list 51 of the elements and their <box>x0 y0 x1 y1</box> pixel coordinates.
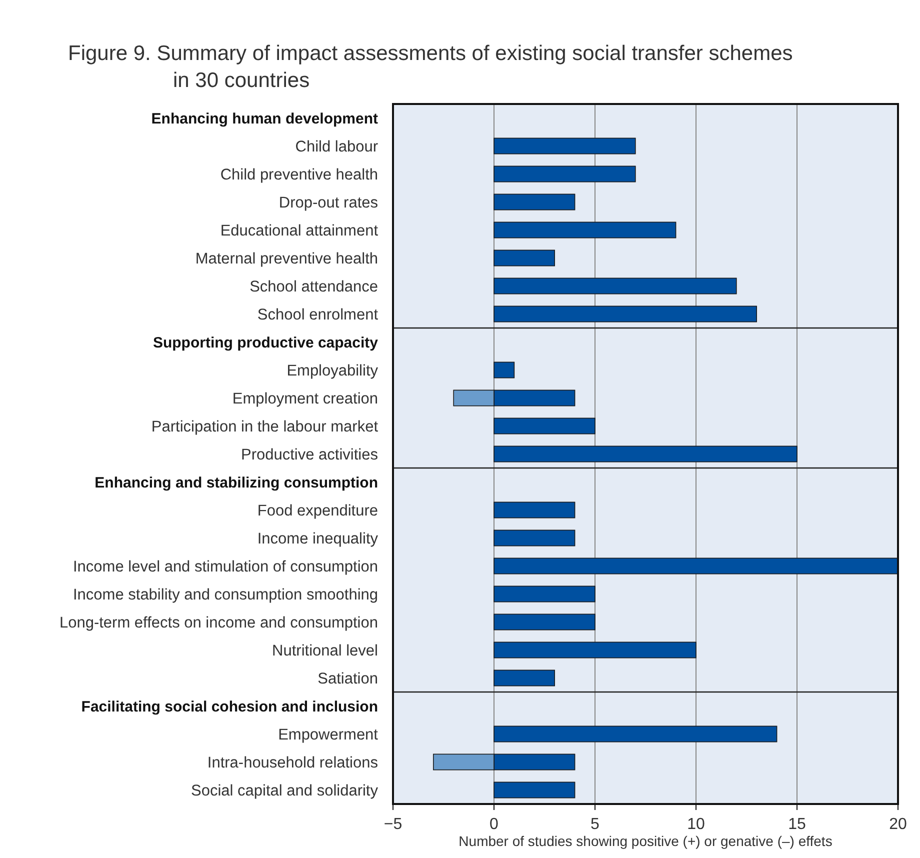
y-tick-label: School attendance <box>250 278 378 296</box>
bar <box>494 726 778 742</box>
bar <box>494 782 576 798</box>
bar <box>494 166 636 182</box>
bar <box>494 222 676 238</box>
bar <box>494 278 737 294</box>
y-tick-label: School enrolment <box>257 306 379 324</box>
y-tick-label: Enhancing and stabilizing consumption <box>94 474 378 492</box>
bar <box>494 642 696 658</box>
y-tick-label: Long-term effects on income and consumption <box>59 614 378 632</box>
bar <box>494 530 576 546</box>
y-tick-label: Enhancing human development <box>151 110 378 128</box>
y-tick-label: Intra-household relations <box>207 754 378 772</box>
y-tick-label: Employment creation <box>232 390 378 408</box>
bar <box>494 502 576 518</box>
x-tick-label: −5 <box>384 816 402 833</box>
x-axis-title: Number of studies showing positive (+) or genative (–) effets <box>458 833 832 849</box>
y-tick-label: Participation in the labour market <box>151 418 379 436</box>
bar <box>494 418 596 434</box>
y-tick-label: Income level and stimulation of consumption <box>73 558 378 576</box>
bar <box>494 670 555 686</box>
x-tick-label: 0 <box>490 816 499 833</box>
bar <box>494 250 555 266</box>
chart-title: Figure 9. Summary of impact assessments of existing social transfer schemes in 30 countries <box>68 42 793 92</box>
y-tick-label: Child labour <box>295 138 378 156</box>
y-tick-label: Child preventive health <box>220 166 378 184</box>
x-tick-label: 15 <box>788 816 806 833</box>
y-tick-label: Income stability and consumption smoothing <box>73 586 378 604</box>
x-tick-label: 20 <box>889 816 907 833</box>
y-tick-label: Employability <box>286 362 378 380</box>
y-tick-label: Empowerment <box>278 726 379 744</box>
y-tick-label: Social capital and solidarity <box>191 782 378 800</box>
bar <box>494 306 757 322</box>
y-tick-label: Productive activities <box>241 446 378 464</box>
bar <box>494 446 798 462</box>
x-tick-label: 10 <box>687 816 705 833</box>
y-tick-label: Food expenditure <box>257 502 378 520</box>
bar <box>494 138 636 154</box>
bar <box>494 362 515 378</box>
y-tick-label: Nutritional level <box>272 642 378 660</box>
bar <box>494 586 596 602</box>
y-tick-label: Educational attainment <box>220 222 379 240</box>
x-tick-label: 5 <box>590 816 600 833</box>
bar <box>494 614 596 630</box>
bar <box>494 194 576 210</box>
y-tick-label: Satiation <box>318 670 378 688</box>
y-tick-label: Income inequality <box>257 530 378 548</box>
y-tick-label: Supporting productive capacity <box>152 334 379 352</box>
y-tick-label: Maternal preventive health <box>195 250 378 268</box>
y-tick-label: Drop-out rates <box>278 194 378 212</box>
y-tick-label: Facilitating social cohesion and inclusion <box>81 698 378 716</box>
